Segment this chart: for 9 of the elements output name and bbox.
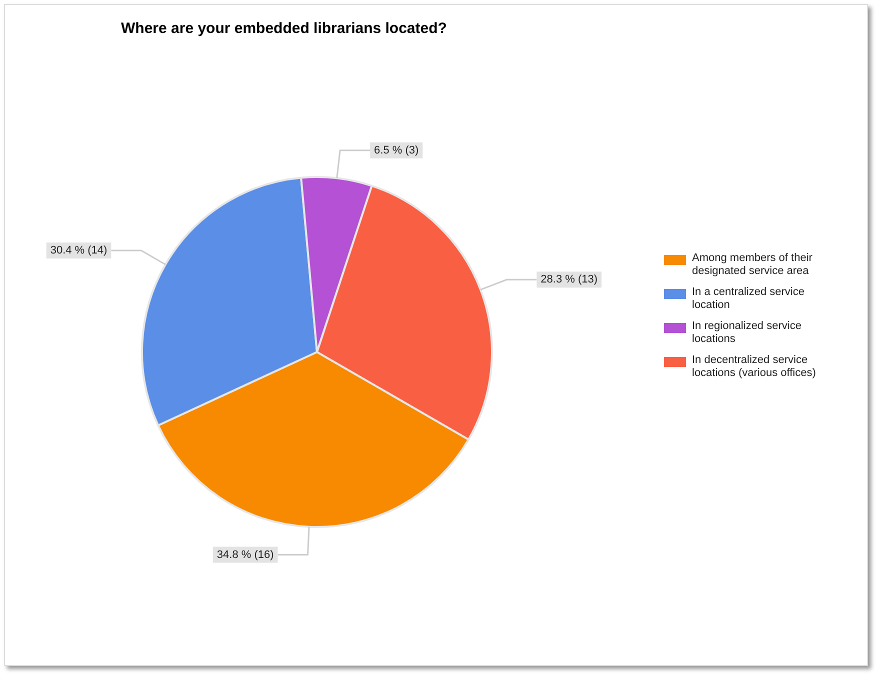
chart-title: Where are your embedded librarians located? — [121, 20, 447, 37]
data-label: 28.3 % (13) — [540, 274, 598, 286]
legend-label: In regionalized service locations — [692, 320, 802, 346]
legend-label: In a centralized service location — [692, 286, 806, 312]
data-label: 30.4 % (14) — [50, 244, 108, 257]
legend-label: Among members of their designated service area — [692, 252, 814, 278]
data-label: 34.8 % (16) — [216, 548, 274, 561]
legend-label: In decentralized service locations (various offices) — [692, 354, 817, 380]
data-label: 6.5 % (3) — [374, 144, 419, 156]
